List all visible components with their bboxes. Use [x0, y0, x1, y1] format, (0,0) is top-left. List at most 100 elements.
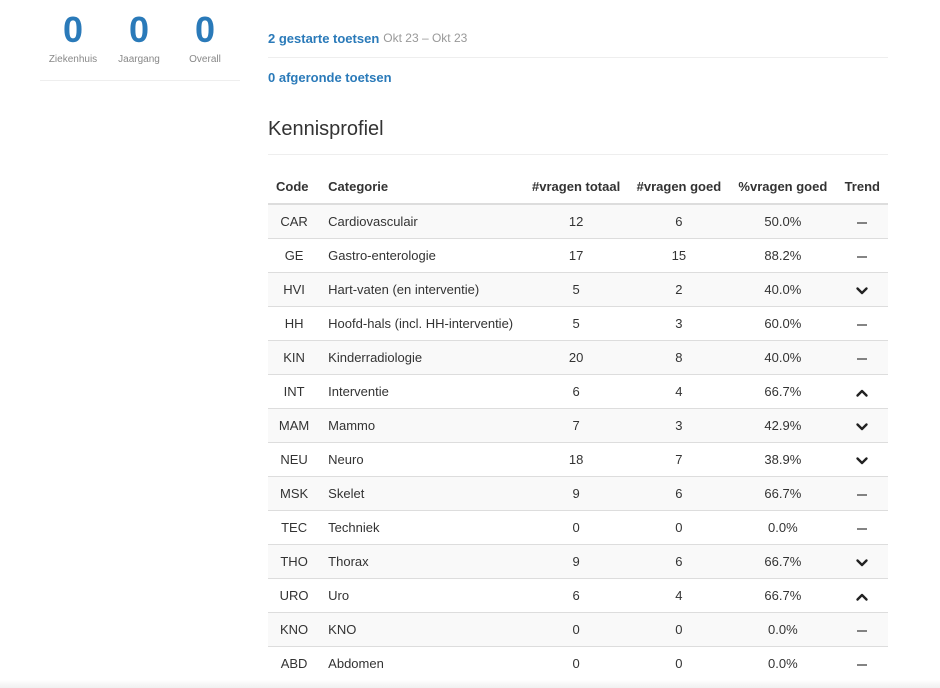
cell-trend — [836, 510, 888, 545]
table-row: KIN Kinderradiologie 20 8 40.0% — [268, 340, 888, 375]
trend-flat-icon — [855, 251, 869, 263]
cell-totaal: 17 — [523, 238, 629, 273]
cell-totaal: 7 — [523, 408, 629, 443]
cell-categorie: Mammo — [320, 408, 524, 443]
cell-totaal: 5 — [523, 272, 629, 307]
header-code[interactable]: Code — [268, 170, 321, 205]
cell-categorie: Skelet — [320, 476, 524, 511]
cell-pct: 0.0% — [729, 646, 837, 680]
cell-trend — [836, 238, 888, 273]
table-header-row: Code Categorie #vragen totaal #vragen go… — [268, 170, 888, 205]
trend-flat-icon — [855, 625, 869, 637]
table-row: INT Interventie 6 4 66.7% — [268, 374, 888, 409]
stat-ziekenhuis: 0 Ziekenhuis — [40, 10, 106, 80]
cell-pct: 40.0% — [729, 340, 837, 375]
cell-categorie: Interventie — [320, 374, 524, 409]
cell-pct: 38.9% — [729, 442, 837, 477]
cell-code: MSK — [268, 476, 321, 511]
trend-flat-icon — [855, 523, 869, 535]
cell-code: MAM — [268, 408, 321, 443]
cell-totaal: 9 — [523, 476, 629, 511]
cell-goed: 0 — [628, 612, 730, 647]
table-row: NEU Neuro 18 7 38.9% — [268, 442, 888, 477]
cell-categorie: Techniek — [320, 510, 524, 545]
cell-code: TEC — [268, 510, 321, 545]
stat-value: 0 — [128, 9, 150, 50]
cell-code: HH — [268, 306, 321, 341]
gestarte-toetsen-dates: Okt 23 – Okt 23 — [383, 31, 468, 45]
chevron-down-icon — [855, 421, 869, 433]
cell-trend — [836, 646, 888, 680]
cell-trend — [836, 476, 888, 511]
cell-code: NEU — [268, 442, 321, 477]
cell-totaal: 5 — [523, 306, 629, 341]
cell-totaal: 18 — [523, 442, 629, 477]
header-pct[interactable]: %vragen goed — [729, 170, 837, 205]
cell-goed: 3 — [628, 306, 730, 341]
header-trend[interactable]: Trend — [836, 170, 888, 205]
cell-categorie: Hart-vaten (en interventie) — [320, 272, 524, 307]
header-totaal[interactable]: #vragen totaal — [523, 170, 629, 205]
cell-pct: 66.7% — [729, 578, 837, 613]
afgeronde-toetsen-link[interactable]: 0 afgeronde toetsen — [268, 69, 392, 85]
cell-goed: 0 — [628, 646, 730, 680]
cell-pct: 42.9% — [729, 408, 837, 443]
cell-trend — [836, 203, 888, 239]
chevron-up-icon — [855, 591, 869, 603]
gestarte-toetsen-link[interactable]: 2 gestarte toetsen — [268, 30, 380, 46]
cell-pct: 60.0% — [729, 306, 837, 341]
cell-code: KIN — [268, 340, 321, 375]
table-row: CAR Cardiovasculair 12 6 50.0% — [268, 203, 888, 239]
trend-flat-icon — [855, 217, 869, 229]
cell-trend — [836, 374, 888, 409]
trend-flat-icon — [855, 319, 869, 331]
bottom-edge — [0, 680, 940, 688]
cell-trend — [836, 544, 888, 579]
stat-value: 0 — [62, 9, 84, 50]
cell-goed: 8 — [628, 340, 730, 375]
cell-categorie: Gastro-enterologie — [320, 238, 524, 273]
stat-label: Jaargang — [118, 54, 160, 65]
chevron-down-icon — [855, 455, 869, 467]
cell-categorie: KNO — [320, 612, 524, 647]
header-goed[interactable]: #vragen goed — [628, 170, 730, 205]
cell-categorie: Thorax — [320, 544, 524, 579]
table-row: ABD Abdomen 0 0 0.0% — [268, 646, 888, 680]
cell-totaal: 6 — [523, 374, 629, 409]
cell-goed: 6 — [628, 476, 730, 511]
chevron-down-icon — [855, 557, 869, 569]
stat-value: 0 — [194, 9, 216, 50]
stats-panel: 0 Ziekenhuis 0 Jaargang 0 Overall — [40, 10, 240, 81]
trend-flat-icon — [855, 659, 869, 671]
cell-pct: 88.2% — [729, 238, 837, 273]
cell-trend — [836, 272, 888, 307]
gestarte-toetsen-row: 2 gestarte toetsen Okt 23 – Okt 23 — [268, 19, 888, 58]
cell-goed: 3 — [628, 408, 730, 443]
cell-goed: 6 — [628, 544, 730, 579]
cell-totaal: 0 — [523, 612, 629, 647]
table-row: THO Thorax 9 6 66.7% — [268, 544, 888, 579]
afgeronde-toetsen-row: 0 afgeronde toetsen — [268, 58, 888, 96]
table-row: KNO KNO 0 0 0.0% — [268, 612, 888, 647]
cell-goed: 4 — [628, 578, 730, 613]
cell-categorie: Neuro — [320, 442, 524, 477]
header-categorie[interactable]: Categorie — [320, 170, 524, 205]
cell-totaal: 6 — [523, 578, 629, 613]
chevron-down-icon — [855, 285, 869, 297]
table-row: GE Gastro-enterologie 17 15 88.2% — [268, 238, 888, 273]
cell-categorie: Abdomen — [320, 646, 524, 680]
cell-pct: 0.0% — [729, 612, 837, 647]
chevron-up-icon — [855, 387, 869, 399]
table-body: CAR Cardiovasculair 12 6 50.0% GE Gastro-enter… — [268, 203, 888, 680]
kennisprofiel-title: Kennisprofiel — [268, 114, 888, 155]
cell-categorie: Cardiovasculair — [320, 203, 524, 239]
table-row: URO Uro 6 4 66.7% — [268, 578, 888, 613]
cell-code: HVI — [268, 272, 321, 307]
stat-overall: 0 Overall — [172, 10, 238, 80]
cell-code: GE — [268, 238, 321, 273]
trend-flat-icon — [855, 353, 869, 365]
cell-code: THO — [268, 544, 321, 579]
kennisprofiel-table: Code Categorie #vragen totaal #vragen go… — [268, 170, 888, 680]
cell-goed: 4 — [628, 374, 730, 409]
